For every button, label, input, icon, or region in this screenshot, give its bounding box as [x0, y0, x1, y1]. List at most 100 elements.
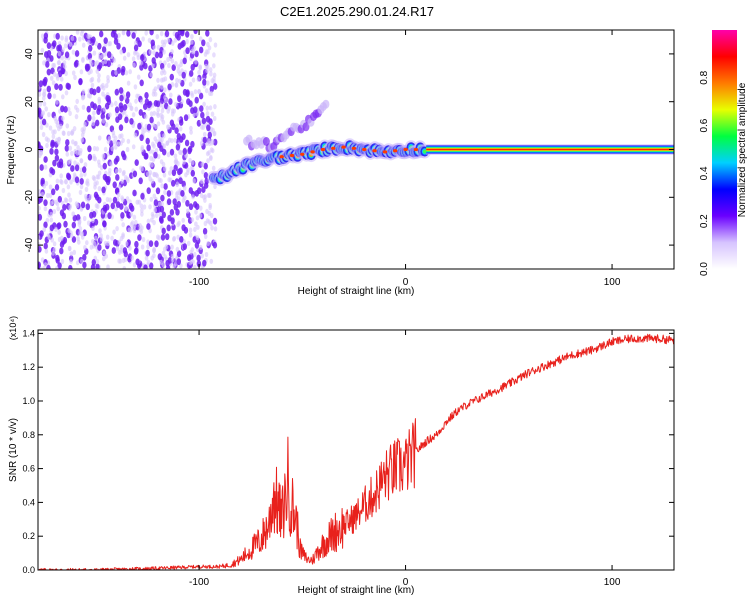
noise-cell — [42, 88, 47, 94]
noise-cell — [88, 194, 93, 200]
noise-cell — [118, 167, 122, 173]
noise-cell — [110, 202, 116, 210]
noise-cell — [52, 241, 57, 247]
noise-cell — [166, 152, 171, 158]
noise-cell — [108, 197, 112, 203]
noise-cell — [180, 190, 185, 197]
noise-cell — [149, 116, 154, 124]
noise-cell — [91, 120, 95, 127]
noise-cell — [98, 228, 102, 234]
noise-cell — [126, 52, 131, 58]
noise-cell — [157, 253, 162, 261]
noise-cell — [43, 32, 49, 40]
noise-cell — [208, 67, 213, 73]
noise-cell — [190, 140, 195, 148]
noise-cell — [96, 108, 101, 115]
noise-cell — [193, 226, 197, 232]
noise-cell — [57, 262, 62, 269]
noise-cell — [199, 36, 203, 42]
noise-cell — [79, 184, 84, 190]
noise-cell — [70, 150, 74, 156]
noise-cell — [148, 176, 152, 182]
y-tick-label: 0 — [24, 146, 35, 152]
noise-cell — [102, 220, 107, 228]
noise-cell — [43, 164, 48, 170]
noise-cell — [52, 208, 57, 215]
noise-cell — [189, 125, 193, 131]
noise-cell — [74, 50, 80, 57]
bottom-y-ticks: 0.0 0.2 0.4 0.6 0.8 1.0 1.2 1.4 — [22, 328, 674, 575]
noise-cell — [91, 115, 96, 121]
noise-cell — [119, 49, 124, 55]
noise-cell — [54, 184, 60, 191]
noise-cell — [119, 235, 124, 242]
noise-cell — [115, 245, 120, 251]
noise-cell — [46, 42, 52, 49]
noise-cell — [120, 212, 125, 219]
noise-cell — [67, 192, 71, 198]
noise-cell — [55, 32, 60, 40]
noise-cell — [113, 38, 119, 45]
noise-cell — [134, 247, 139, 255]
noise-cell — [213, 104, 217, 110]
noise-cell — [166, 224, 171, 232]
noise-cell — [143, 62, 148, 70]
noise-cell — [110, 235, 114, 241]
noise-cell — [57, 229, 61, 235]
noise-cell — [176, 258, 181, 266]
noise-cell — [171, 179, 176, 187]
noise-cell — [198, 92, 204, 100]
noise-cell — [190, 34, 194, 40]
noise-cell — [182, 185, 187, 191]
noise-cell — [66, 173, 72, 181]
noise-cell — [194, 59, 198, 65]
noise-cell — [78, 226, 83, 232]
noise-cell — [116, 42, 121, 50]
noise-cell — [43, 199, 48, 207]
noise-cell — [169, 92, 173, 98]
noise-cell — [86, 105, 91, 113]
noise-cell — [175, 246, 180, 252]
noise-cell — [99, 165, 104, 171]
noise-cell — [129, 105, 134, 111]
noise-cell — [169, 209, 175, 216]
noise-cell — [96, 174, 101, 180]
noise-cell — [52, 159, 57, 167]
noise-cell — [48, 184, 53, 190]
noise-cell — [203, 162, 208, 170]
noise-cell — [57, 44, 62, 52]
noise-cell — [194, 209, 198, 215]
noise-cell — [167, 137, 172, 143]
noise-cell — [76, 214, 81, 221]
noise-cell — [153, 151, 158, 159]
noise-cell — [131, 32, 136, 39]
noise-cell — [114, 168, 119, 174]
noise-cell — [63, 106, 68, 113]
noise-cell — [174, 157, 178, 164]
noise-cell — [66, 184, 71, 190]
noise-cell — [49, 148, 54, 155]
snr-series-line — [38, 333, 674, 570]
noise-cell — [185, 39, 189, 45]
y-tick-label: 1.0 — [22, 396, 35, 406]
noise-cell — [84, 186, 89, 192]
noise-cell — [203, 172, 209, 179]
noise-cell — [47, 92, 52, 100]
noise-cell — [159, 259, 163, 265]
noise-cell — [75, 98, 79, 104]
noise-cell — [65, 123, 70, 129]
colorbar-label: Normalized spectral amplitude — [737, 82, 748, 217]
noise-cell — [40, 177, 45, 185]
noise-cell — [101, 46, 107, 53]
noise-cell — [38, 205, 41, 211]
noise-cell — [181, 133, 186, 141]
noise-cell — [207, 219, 211, 225]
noise-cell — [73, 60, 79, 68]
y-tick-label: 20 — [24, 96, 35, 108]
noise-cell — [140, 244, 145, 250]
noise-cell — [176, 234, 180, 240]
noise-cell — [92, 110, 96, 116]
noise-cell — [146, 223, 151, 230]
noise-cell — [140, 166, 144, 172]
noise-cell — [38, 213, 43, 221]
